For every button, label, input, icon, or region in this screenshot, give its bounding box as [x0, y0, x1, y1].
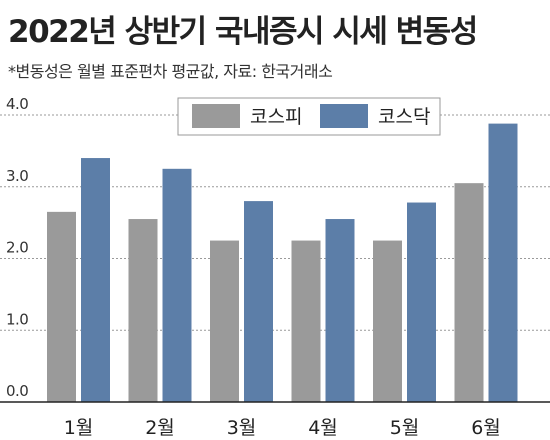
bar-kosdaq [162, 168, 192, 402]
bar-kospi [291, 240, 321, 402]
bar-kosdaq [407, 202, 436, 402]
y-tick-label: 4.0 [6, 95, 28, 113]
y-tick-label: 2.0 [6, 239, 28, 257]
x-tick-label: 1월 [64, 417, 94, 439]
x-axis-labels: 1월 2월 3월 4월 5월 6월 [64, 417, 501, 439]
bar-kospi [373, 240, 402, 402]
legend-label-kosdaq: 코스닥 [378, 106, 430, 128]
bars [47, 123, 518, 403]
x-tick-label: 6월 [471, 417, 501, 439]
y-tick-label: 1.0 [6, 310, 28, 328]
bar-kosdaq [244, 201, 273, 402]
legend-swatch-kosdaq [320, 104, 368, 128]
bar-kosdaq [81, 158, 110, 402]
bar-kospi [47, 211, 76, 402]
legend: 코스피 코스닥 [177, 97, 441, 136]
legend-label-kospi: 코스피 [250, 106, 302, 128]
x-tick-label: 2월 [145, 417, 175, 439]
y-tick-label: 3.0 [6, 167, 28, 185]
bar-kosdaq [488, 123, 518, 403]
chart-title: 2022년 상반기 국내증시 시세 변동성 [8, 14, 478, 50]
y-tick-label: 0.0 [6, 382, 28, 400]
x-tick-label: 4월 [308, 417, 338, 439]
bar-kospi [454, 183, 484, 402]
chart-subtitle: *변동성은 월별 표준편차 평균값, 자료: 한국거래소 [8, 62, 333, 81]
y-axis-ticks: 0.0 1.0 2.0 3.0 4.0 [6, 95, 29, 400]
x-tick-label: 3월 [227, 417, 257, 439]
bar-kospi [210, 240, 239, 402]
bar-kosdaq [325, 219, 355, 402]
x-tick-label: 5월 [390, 417, 420, 439]
legend-swatch-kospi [192, 104, 240, 128]
bar-kospi [128, 219, 158, 402]
